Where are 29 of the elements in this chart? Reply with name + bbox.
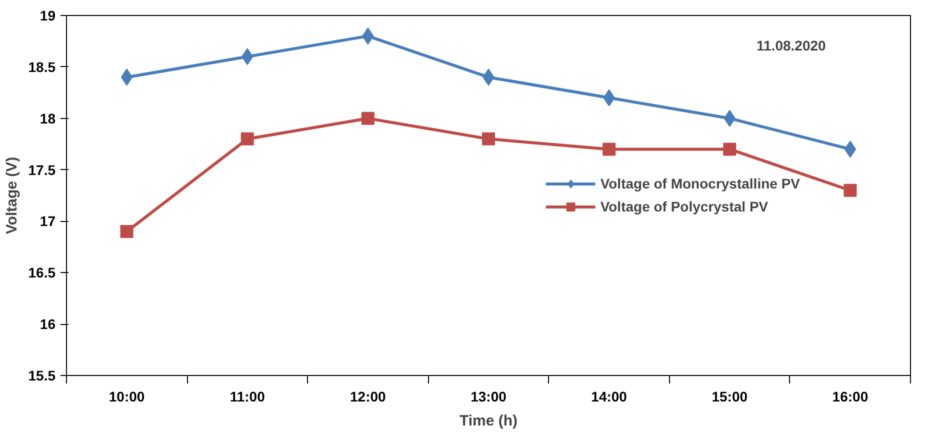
x-tick-label: 14:00	[591, 388, 628, 404]
point	[120, 68, 133, 86]
x-tick-label: 13:00	[470, 388, 507, 404]
point	[844, 140, 856, 158]
y-tick-label: 16.5	[28, 264, 56, 281]
annotation: 11.08.2020	[756, 38, 826, 54]
y-tick-label: 19	[40, 8, 56, 24]
y-axis-title: Voltage (V)	[3, 156, 20, 234]
x-tick-label: 12:00	[350, 388, 386, 404]
point	[240, 132, 254, 146]
x-tick-label: 16:00	[832, 388, 868, 404]
legend-label: Voltage of Monocrystalline PV	[600, 176, 800, 192]
point	[482, 132, 495, 146]
x-axis-title: Time (h)	[459, 412, 518, 430]
y-tick-label: 16	[40, 316, 56, 332]
point	[844, 184, 857, 197]
legend-label: Voltage of Polycrystal PV	[600, 198, 768, 214]
y-tick-label: 15.5	[28, 368, 56, 384]
point	[120, 225, 134, 238]
y-tick-label: 18	[40, 110, 56, 126]
point	[361, 112, 374, 125]
x-tick-label: 10:00	[108, 388, 145, 404]
x-tick-label: 15:00	[712, 388, 748, 404]
point	[723, 142, 736, 156]
y-tick-label: 17.5	[28, 162, 56, 178]
x-tick-label: 11:00	[230, 388, 266, 404]
y-tick-label: 18.5	[28, 58, 56, 75]
y-tick-label: 17	[40, 213, 56, 230]
point	[602, 142, 616, 156]
